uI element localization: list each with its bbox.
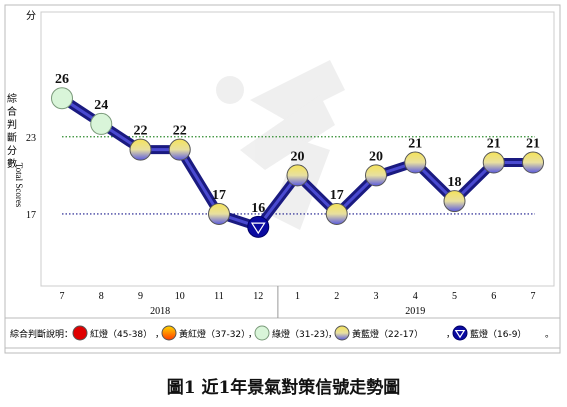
figure-caption: 圖1 近1年景氣對策信號走勢圖 (166, 378, 401, 398)
x-tick-label: 11 (214, 291, 224, 302)
data-label-8: 20 (369, 149, 383, 164)
data-label-7: 17 (330, 188, 344, 203)
legend-signal-green (254, 325, 270, 341)
y-label-char: 分 (7, 145, 17, 157)
signal-circle (325, 202, 348, 225)
x-tick-label: 10 (175, 291, 185, 302)
data-point-9 (404, 151, 427, 174)
signal-circle (522, 151, 544, 174)
legend-label-blue: 藍燈（16-9） (470, 328, 526, 340)
legend-separator: ， (328, 330, 337, 340)
data-point-12 (522, 151, 544, 174)
data-label-1: 24 (94, 98, 108, 113)
legend-label-yellow-blue: 黃藍燈（22-17） (352, 328, 423, 340)
x-tick-label: 8 (99, 291, 104, 302)
signal-circle (482, 151, 505, 174)
legend-signal-blue (452, 325, 468, 341)
x-tick-label: 12 (253, 291, 263, 302)
data-label-11: 21 (487, 137, 501, 152)
legend-signal-yellow-blue (334, 325, 350, 341)
year-label-2018: 2018 (150, 306, 170, 317)
outer-border (4, 4, 561, 354)
x-tick-label: 3 (374, 291, 379, 302)
y-label-en: Total Scores (14, 163, 24, 208)
data-point-11 (482, 151, 505, 174)
signal-circle (208, 202, 230, 225)
data-label-0: 26 (55, 72, 69, 87)
data-point-10 (443, 190, 466, 213)
signal-circle (443, 190, 466, 213)
signal-circle (247, 215, 270, 238)
data-point-8 (365, 164, 387, 187)
signal-triangle (250, 222, 266, 235)
legend-label-green: 綠燈（31-23） (272, 328, 334, 340)
data-point-7 (325, 202, 348, 225)
legend-signal-red (72, 325, 88, 341)
legend-title: 綜合判斷說明： (10, 328, 73, 340)
signal-circle (90, 112, 113, 135)
signal-circle (161, 325, 177, 341)
legend-label-red: 紅燈（45-38） (90, 328, 152, 340)
x-tick-label: 9 (138, 291, 143, 302)
signal-circle (72, 325, 88, 341)
data-label-4: 17 (212, 188, 226, 203)
data-point-1 (90, 112, 113, 135)
signal-circle (51, 87, 73, 110)
legend-separator: ， (155, 330, 164, 340)
y-unit-label: 分 (26, 10, 36, 22)
year-label-2019: 2019 (405, 306, 425, 317)
y-tick-17: 17 (26, 210, 36, 221)
data-label-9: 21 (408, 137, 422, 152)
data-label-6: 20 (291, 149, 305, 164)
x-tick-label: 2 (334, 291, 339, 302)
data-label-5: 16 (251, 201, 265, 216)
signal-circle (404, 151, 427, 174)
data-point-6 (286, 164, 309, 187)
x-tick-label: 7 (60, 291, 65, 302)
x-tick-label: 6 (491, 291, 496, 302)
signal-circle (452, 325, 468, 341)
data-label-10: 18 (448, 175, 462, 190)
y-label-char: 合 (7, 105, 17, 118)
data-label-2: 22 (134, 124, 148, 139)
signal-circle (365, 164, 387, 187)
legend-signal-yellow-red (161, 325, 177, 341)
data-label-3: 22 (173, 124, 187, 139)
signal-circle (168, 138, 191, 161)
data-point-2 (129, 138, 152, 161)
x-tick-label: 5 (452, 291, 457, 302)
y-label-char: 數 (7, 157, 17, 170)
signal-circle (286, 164, 309, 187)
data-point-3 (168, 138, 191, 161)
data-point-5 (247, 215, 270, 238)
y-label-char: 判 (7, 119, 17, 131)
data-point-0 (51, 87, 73, 110)
x-tick-label: 4 (413, 291, 418, 302)
plot-area (40, 11, 555, 287)
y-label-char: 綜 (7, 92, 17, 105)
signal-triangle (454, 329, 466, 339)
x-tick-label: 1 (295, 291, 300, 302)
signal-circle (254, 325, 270, 341)
y-label-char: 斷 (7, 131, 17, 144)
signal-circle (334, 325, 350, 341)
signal-circle (129, 138, 152, 161)
legend-separator: ， (248, 330, 257, 340)
legend-label-yellow-red: 黃紅燈（37-32） (179, 328, 250, 340)
legend-separator: ， (446, 330, 455, 340)
data-point-4 (208, 202, 230, 225)
x-tick-label: 7 (531, 291, 536, 302)
data-label-12: 21 (526, 137, 540, 152)
legend-separator: 。 (545, 330, 554, 340)
y-tick-23: 23 (26, 133, 36, 144)
